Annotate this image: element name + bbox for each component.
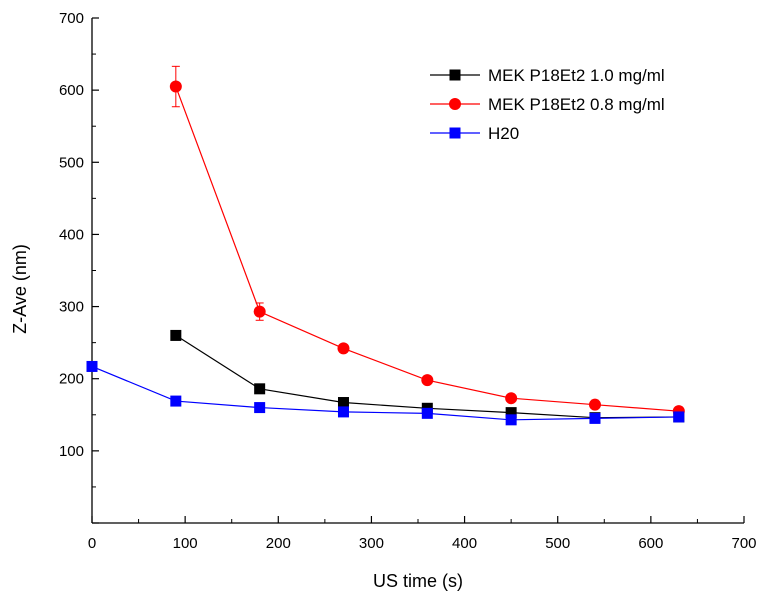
data-point: [254, 402, 266, 414]
x-axis-title: US time (s): [373, 571, 463, 591]
x-tick-label: 400: [452, 535, 477, 552]
data-point: [505, 392, 518, 405]
y-tick-label: 500: [59, 154, 84, 171]
x-tick-label: 600: [638, 535, 663, 552]
legend-marker: [449, 98, 461, 110]
data-point: [421, 374, 434, 387]
legend-item: H20: [430, 124, 519, 143]
x-tick-label: 100: [173, 535, 198, 552]
series-2: [169, 65, 685, 418]
data-point: [588, 398, 601, 411]
x-tick-label: 200: [266, 535, 291, 552]
series-3: [86, 360, 685, 426]
x-tick-label: 700: [731, 535, 756, 552]
data-point: [253, 305, 266, 318]
y-tick-label: 600: [59, 82, 84, 99]
y-axis-title: Z-Ave (nm): [10, 244, 30, 334]
data-point: [337, 397, 349, 409]
legend-marker: [449, 69, 461, 81]
legend-label: MEK P18Et2 1.0 mg/ml: [488, 66, 665, 85]
legend-label: H20: [488, 124, 519, 143]
data-point: [170, 395, 182, 407]
data-point: [170, 329, 182, 341]
x-tick-label: 300: [359, 535, 384, 552]
legend-marker: [449, 127, 461, 139]
y-tick-label: 700: [59, 10, 84, 27]
data-point: [421, 407, 433, 419]
y-tick-label: 300: [59, 299, 84, 316]
y-tick-label: 100: [59, 443, 84, 460]
y-tick-label: 200: [59, 371, 84, 388]
x-tick-label: 500: [545, 535, 570, 552]
axes: 0 100 200 300 400 500 600 700 100 200 300 400 500 600…: [59, 10, 757, 552]
data-point: [86, 360, 98, 372]
data-point: [673, 411, 685, 423]
series-line: [175, 86, 679, 412]
data-point: [254, 383, 266, 395]
data-point: [169, 80, 182, 93]
data-point: [337, 406, 349, 418]
data-point: [337, 342, 350, 355]
y-tick-label: 400: [59, 226, 84, 243]
data-point: [589, 412, 601, 424]
legend: MEK P18Et2 1.0 mg/ml MEK P18Et2 0.8 mg/ml…: [430, 66, 665, 143]
x-tick-label: 0: [88, 535, 96, 552]
legend-label: MEK P18Et2 0.8 mg/ml: [488, 95, 665, 114]
data-point: [505, 407, 517, 419]
series-line: [91, 365, 679, 421]
data-point: [505, 414, 517, 426]
plot-area: [86, 65, 685, 426]
legend-item: MEK P18Et2 0.8 mg/ml: [430, 95, 665, 114]
legend-item: MEK P18Et2 1.0 mg/ml: [430, 66, 665, 85]
